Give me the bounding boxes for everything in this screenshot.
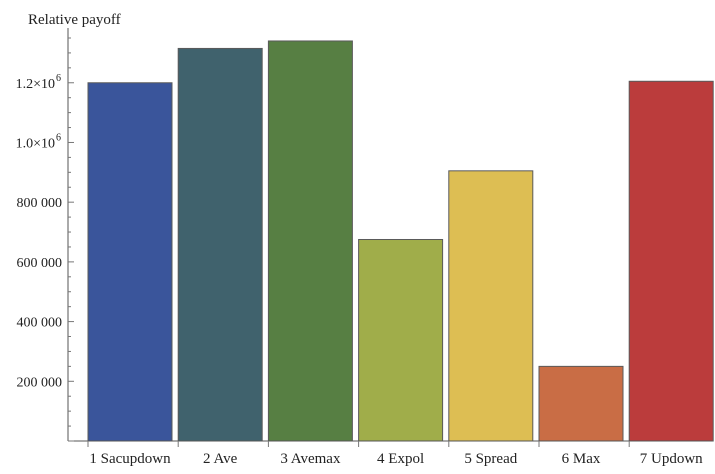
bar-2 — [177, 47, 263, 442]
category-labels: 1 Sacupdown 2 Ave 3 Avemax 4 Expol 5 Spread 6… — [87, 441, 703, 467]
y-tick-label: 600 000 — [17, 256, 63, 271]
y-tick-label: 200 000 — [17, 375, 63, 390]
axes-layer — [67, 28, 712, 442]
bars-layer — [87, 40, 714, 442]
y-tick-label: 800 000 — [17, 196, 63, 211]
bar-5 — [448, 170, 534, 442]
y-tick-exponent: 6 — [56, 132, 61, 143]
y-tick-exponent: 6 — [56, 73, 61, 84]
x-category-label: 3 Avemax — [280, 451, 341, 467]
bar-4 — [358, 238, 444, 442]
x-category-label: 2 Ave — [203, 451, 238, 467]
x-category-label: 1 Sacupdown — [89, 451, 171, 467]
x-category-label: 4 Expol — [377, 451, 424, 467]
y-axis-label: Relative payoff — [28, 12, 121, 28]
bar-1 — [87, 82, 173, 442]
bar-7 — [628, 80, 714, 442]
y-tick-label: 400 000 — [17, 316, 63, 331]
bar-6 — [538, 365, 624, 442]
x-category-label: 5 Spread — [464, 451, 517, 467]
bar-3 — [267, 40, 353, 442]
y-tick-label: 1.2×10 — [16, 77, 55, 92]
x-category-label: 7 Updown — [640, 451, 703, 467]
y-tick-label: 1.0×10 — [16, 136, 55, 151]
x-category-label: 6 Max — [562, 451, 601, 467]
